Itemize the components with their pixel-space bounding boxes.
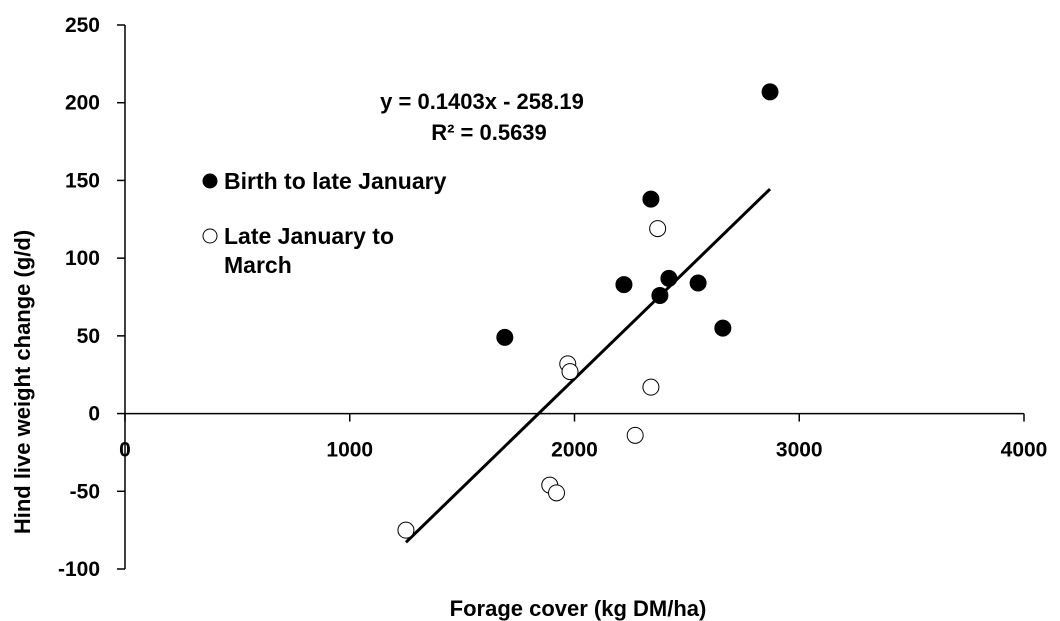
axes [117, 24, 1025, 570]
x-tick-label: 4000 [1001, 439, 1048, 462]
x-tick-label: 2000 [551, 439, 598, 462]
trendline-equation: y = 0.1403x - 258.19 [380, 89, 584, 114]
data-point-late-january-to-march [626, 426, 644, 444]
y-tick-label: 0 [88, 403, 100, 426]
data-point-late-january-to-march [561, 363, 579, 381]
y-axis-title: Hind live weight change (g/d) [10, 230, 35, 534]
legend-label-birth-to-late-january: Birth to late January [224, 168, 447, 194]
x-tick-label: 1000 [326, 439, 373, 462]
legend-label-late-january-to-march-line1: Late January to [224, 223, 394, 249]
data-point-birth-to-late-january [651, 286, 669, 304]
data-point-birth-to-late-january [689, 274, 707, 292]
data-point-late-january-to-march [548, 484, 566, 502]
data-point-late-january-to-march [642, 378, 660, 396]
data-points [397, 83, 779, 539]
x-axis-title: Forage cover (kg DM/ha) [450, 596, 707, 621]
trendline-group [404, 187, 772, 544]
x-tick-label: 0 [119, 439, 131, 462]
data-point-birth-to-late-january [714, 319, 732, 337]
legend-marker-late-january-to-march [202, 228, 218, 244]
data-point-birth-to-late-january [642, 190, 660, 208]
y-tick-label: 100 [65, 247, 100, 270]
y-tick-label: 250 [65, 14, 100, 37]
data-point-birth-to-late-january [660, 269, 678, 287]
trendline-r-squared: R² = 0.5639 [431, 120, 547, 145]
data-point-birth-to-late-january [496, 328, 514, 346]
x-tick-label: 3000 [776, 439, 823, 462]
trendline [404, 187, 772, 544]
y-tick-label: 150 [65, 169, 100, 192]
legend-marker-birth-to-late-january [202, 173, 218, 189]
tick-labels: -100 -50 0 50 100 150 200 250 0 1000 2000 3000 4000 [58, 14, 1047, 581]
y-tick-label: 50 [77, 325, 100, 348]
y-tick-label: -50 [70, 480, 100, 503]
data-point-late-january-to-march [397, 521, 415, 539]
legend: Birth to late January Late January to Marc… [202, 168, 447, 278]
data-point-birth-to-late-january [761, 83, 779, 101]
y-tick-label: 200 [65, 92, 100, 115]
data-point-birth-to-late-january [615, 276, 633, 294]
data-point-late-january-to-march [649, 220, 667, 238]
legend-label-late-january-to-march-line2: March [224, 252, 292, 278]
y-tick-label: -100 [58, 558, 100, 581]
